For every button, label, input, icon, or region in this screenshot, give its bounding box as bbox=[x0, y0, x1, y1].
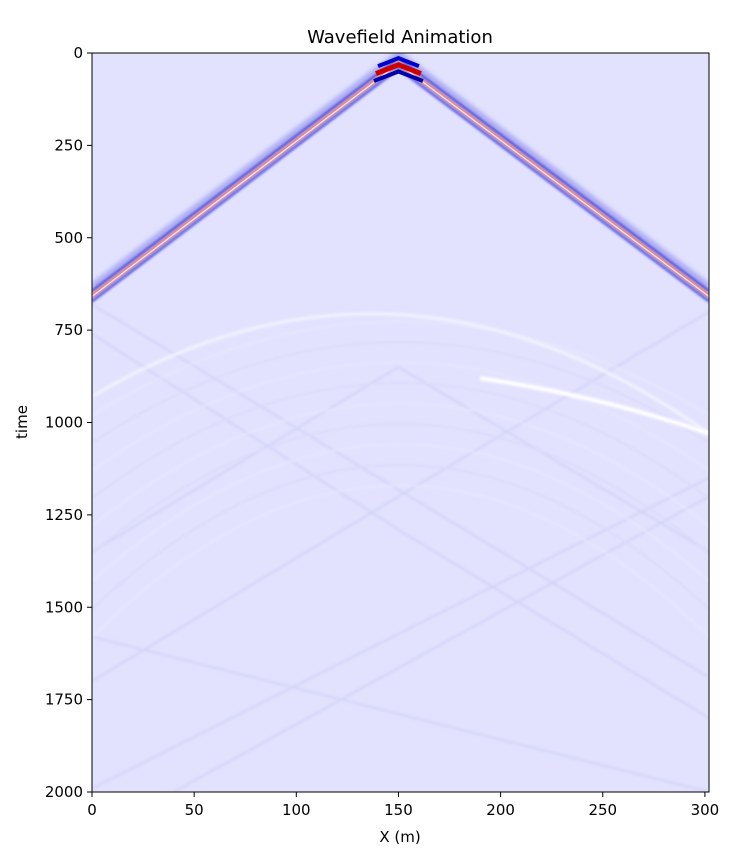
x-axis-label: X (m) bbox=[379, 828, 420, 846]
y-axis-label: time bbox=[13, 405, 31, 439]
faint-reflection bbox=[92, 464, 709, 610]
source-apex bbox=[373, 56, 424, 83]
x-tick-label: 0 bbox=[87, 801, 97, 819]
x-axis-ticks: 0 50 100 150 200 250 300 bbox=[87, 792, 719, 819]
reflection-event bbox=[92, 312, 709, 435]
direct-wave-blue-trailing bbox=[92, 66, 709, 303]
faint-wavefront bbox=[92, 310, 709, 683]
x-tick-label: 300 bbox=[691, 801, 720, 819]
faint-reflection bbox=[92, 341, 709, 444]
y-tick-label: 1250 bbox=[45, 506, 83, 524]
apex-negative-trailing bbox=[373, 69, 424, 83]
y-tick-label: 500 bbox=[54, 229, 83, 247]
direct-wave-halo bbox=[92, 53, 709, 289]
wavefield-image bbox=[92, 53, 709, 792]
scattered-energy bbox=[92, 303, 709, 792]
faint-reflection bbox=[92, 443, 709, 582]
y-tick-label: 0 bbox=[73, 44, 83, 62]
faint-reflection bbox=[92, 484, 709, 638]
y-tick-label: 250 bbox=[54, 136, 83, 154]
faint-wavefront bbox=[92, 635, 709, 792]
y-tick-label: 750 bbox=[54, 321, 83, 339]
faint-wavefront bbox=[173, 495, 709, 792]
x-tick-label: 250 bbox=[588, 801, 617, 819]
x-tick-label: 200 bbox=[486, 801, 515, 819]
y-tick-label: 1500 bbox=[45, 598, 83, 616]
x-tick-label: 50 bbox=[185, 801, 204, 819]
apex-positive bbox=[375, 62, 422, 76]
faint-reflection bbox=[92, 361, 709, 472]
faint-wavefront bbox=[92, 303, 709, 679]
y-tick-label: 2000 bbox=[45, 783, 83, 801]
faint-wavefront bbox=[92, 365, 709, 553]
faint-reflection bbox=[92, 423, 709, 555]
chart-title: Wavefield Animation bbox=[307, 27, 493, 48]
y-tick-label: 1750 bbox=[45, 691, 83, 709]
faint-wavefront bbox=[92, 332, 709, 720]
x-tick-label: 100 bbox=[282, 801, 311, 819]
faint-reflection bbox=[92, 382, 709, 499]
y-axis-ticks: 0 250 500 750 1000 1250 1500 1750 2000 bbox=[45, 44, 92, 801]
x-tick-label: 150 bbox=[384, 801, 413, 819]
y-tick-label: 1000 bbox=[45, 414, 83, 432]
faint-reflection bbox=[92, 320, 709, 416]
faint-reflection bbox=[92, 402, 709, 527]
reflection-event-strong bbox=[479, 376, 709, 436]
apex-negative bbox=[377, 56, 420, 68]
plot-area bbox=[92, 53, 709, 792]
